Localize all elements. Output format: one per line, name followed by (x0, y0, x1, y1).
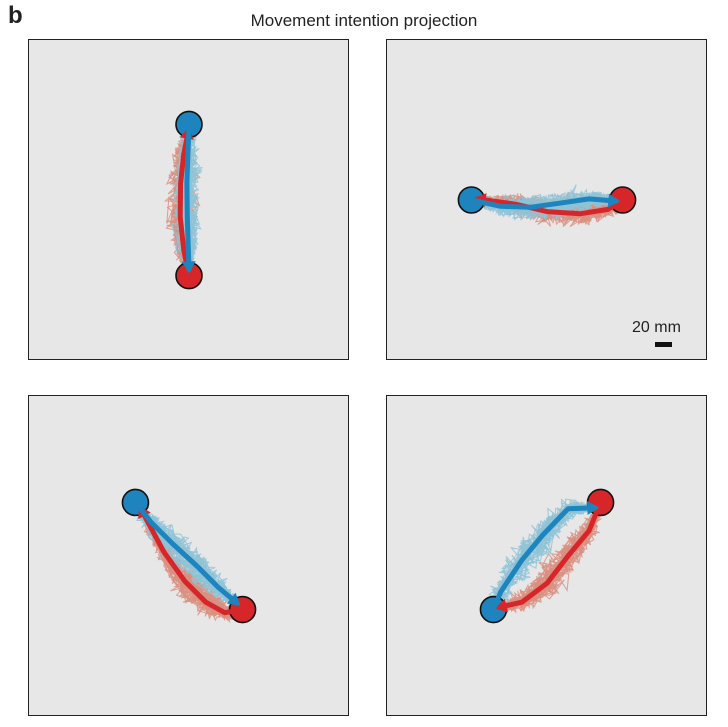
red-mean-trajectory (475, 196, 626, 217)
blue-arrowhead (607, 193, 621, 208)
scale-bar-label: 20 mm (632, 319, 681, 336)
blue-arrowhead (587, 501, 600, 515)
blue-mean-trajectory (490, 505, 598, 613)
scale-bar (655, 342, 672, 347)
red-mean-trajectory (138, 506, 246, 616)
panel-bottom-left (28, 395, 349, 716)
panel-top-right (386, 39, 707, 360)
red-arrowhead (494, 598, 509, 613)
blue-trial-trace (490, 502, 596, 611)
blue-trial-trace (491, 505, 598, 612)
panel-bottom-right (386, 395, 707, 716)
blue-trial-trace (472, 191, 616, 217)
figure-title: Movement intention projection (250, 11, 478, 30)
red-mean-trajectory (496, 499, 604, 610)
panel-letter: b (8, 2, 23, 29)
red-mean-trajectory (177, 128, 192, 279)
blue-mean-trajectory (132, 499, 240, 606)
blue-arrowhead (181, 261, 196, 274)
blue-mean-trajectory (184, 121, 192, 272)
panel-top-left (28, 39, 349, 360)
blue-arrowhead (226, 592, 241, 606)
blue-mean-trajectory (468, 196, 619, 210)
